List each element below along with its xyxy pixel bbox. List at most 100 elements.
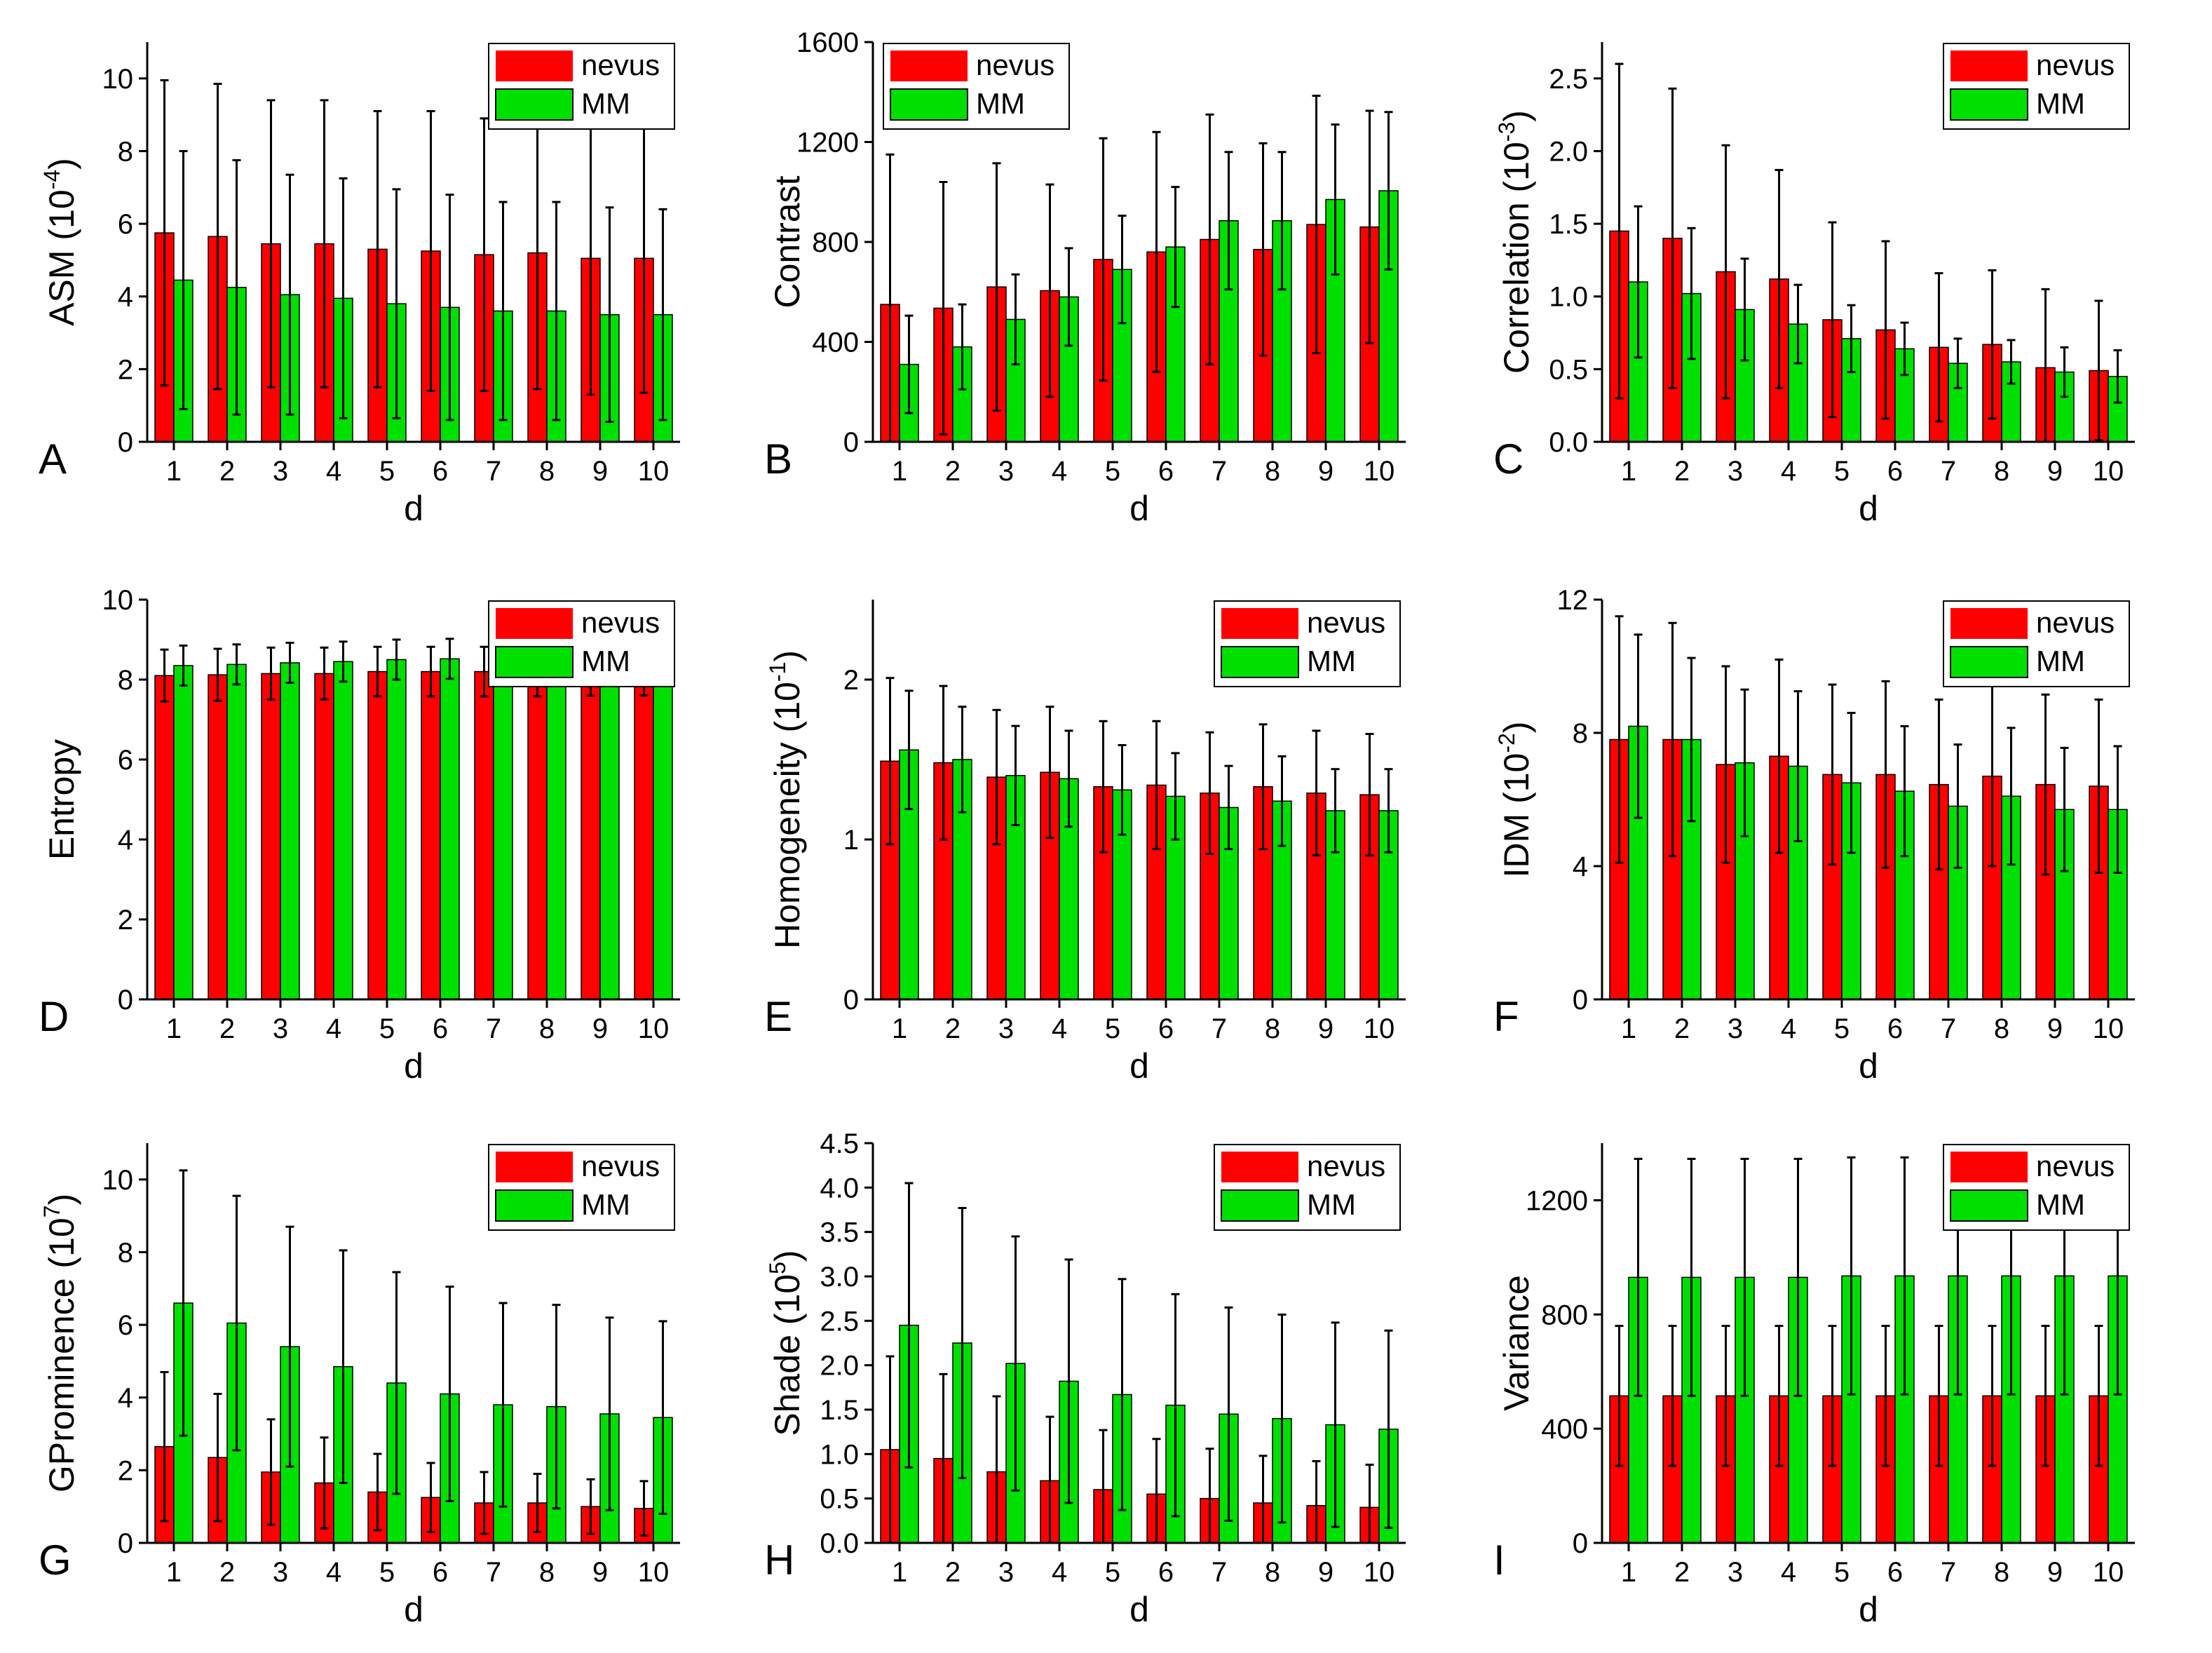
chart-h-mm-errorbar-2 bbox=[958, 1206, 967, 1480]
chart-c-mm-errorbar-5 bbox=[1847, 304, 1856, 374]
chart-h-x-tick-label: 9 bbox=[1318, 1557, 1334, 1588]
chart-e-x-tick-label: 1 bbox=[892, 1013, 907, 1044]
chart-d-nevus-bar-8 bbox=[527, 670, 548, 1000]
chart-d-x-tick-label: 2 bbox=[219, 1013, 235, 1044]
chart-a-legend-label-mm: MM bbox=[581, 87, 630, 120]
chart-b-nevus-errorbar-4 bbox=[1045, 183, 1054, 398]
chart-a-nevus-errorbar-4 bbox=[320, 99, 329, 389]
chart-i-legend-label-mm: MM bbox=[2036, 1188, 2085, 1221]
chart-f-x-tick-label: 9 bbox=[2047, 1013, 2063, 1044]
chart-f-nevus-errorbar-1 bbox=[1615, 615, 1624, 864]
chart-i-nevus-errorbar-1 bbox=[1615, 1325, 1624, 1467]
chart-b-legend-label-nevus: nevus bbox=[976, 48, 1054, 81]
chart-e-mm-errorbar-1 bbox=[904, 689, 914, 811]
chart-g-nevus-errorbar-5 bbox=[373, 1452, 382, 1532]
chart-e-nevus-errorbar-9 bbox=[1312, 729, 1321, 857]
chart-b-y-tick-label: 1200 bbox=[796, 128, 859, 158]
chart-e-nevus-errorbar-10 bbox=[1365, 733, 1374, 857]
chart-h-y-label-exponent: 5 bbox=[765, 1262, 790, 1274]
chart-g-mm-errorbar-4 bbox=[339, 1249, 348, 1484]
chart-h-y-label: Shade (105) bbox=[765, 1250, 807, 1436]
chart-c-y-tick-label: 1.0 bbox=[1549, 282, 1588, 313]
chart-c-nevus-errorbar-4 bbox=[1775, 168, 1784, 389]
chart-f-nevus-errorbar-10 bbox=[2094, 699, 2103, 874]
chart-b-mm-errorbar-7 bbox=[1224, 151, 1233, 291]
chart-c-x-tick-label: 2 bbox=[1674, 456, 1690, 487]
chart-h-mm-errorbar-4 bbox=[1064, 1258, 1073, 1504]
chart-c-nevus-errorbar-2 bbox=[1668, 87, 1677, 389]
chart-a-mm-errorbar-6 bbox=[445, 194, 454, 421]
chart-g-mm-errorbar-2 bbox=[232, 1194, 241, 1452]
chart-d-legend-label-nevus: nevus bbox=[581, 606, 660, 639]
chart-g-y-tick-label: 2 bbox=[118, 1455, 133, 1486]
chart-d-panel-letter: D bbox=[39, 993, 69, 1040]
chart-h-y-tick-label: 4.5 bbox=[820, 1128, 859, 1159]
chart-a-legend-swatch-nevus bbox=[496, 50, 573, 81]
chart-d-nevus-errorbar-5 bbox=[373, 645, 382, 698]
chart-d-nevus-errorbar-2 bbox=[213, 647, 222, 702]
chart-d-y-tick-label: 10 bbox=[102, 585, 134, 616]
chart-c-mm-errorbar-3 bbox=[1740, 257, 1749, 362]
chart-h-x-tick-label: 3 bbox=[998, 1557, 1014, 1588]
chart-g-legend: nevus MM bbox=[488, 1144, 675, 1231]
chart-a-mm-errorbar-1 bbox=[179, 149, 188, 410]
chart-h-x-tick-label: 6 bbox=[1158, 1557, 1174, 1588]
chart-b-x-tick-label: 7 bbox=[1212, 456, 1227, 487]
chart-c-panel-letter: C bbox=[1493, 436, 1524, 483]
chart-b-x-tick-label: 4 bbox=[1052, 456, 1067, 487]
chart-b-mm-errorbar-4 bbox=[1064, 247, 1073, 347]
chart-g-legend-swatch-nevus bbox=[496, 1152, 573, 1182]
chart-b-y-label-text: Contrast bbox=[768, 175, 807, 308]
chart-c-x-tick-label: 9 bbox=[2047, 456, 2063, 487]
chart-i-x-tick-label: 10 bbox=[2093, 1557, 2124, 1588]
chart-b-mm-errorbar-10 bbox=[1384, 111, 1393, 271]
chart-e-mm-errorbar-2 bbox=[958, 706, 967, 814]
chart-i-nevus-errorbar-8 bbox=[1988, 1325, 1997, 1467]
chart-f-y-label: IDM (10-2) bbox=[1494, 722, 1536, 878]
chart-e-legend-swatch-mm bbox=[1221, 646, 1299, 678]
chart-i-x-tick-label: 8 bbox=[1994, 1557, 2009, 1588]
chart-f-x-tick-label: 7 bbox=[1941, 1013, 1956, 1044]
chart-a-y-label-text: ASM (10 bbox=[42, 189, 81, 326]
chart-c-y-label-close: ) bbox=[1497, 110, 1536, 122]
chart-d-mm-errorbar-4 bbox=[339, 640, 348, 683]
chart-c-x-label: d bbox=[1859, 489, 1878, 528]
chart-f-x-tick-label: 2 bbox=[1674, 1013, 1690, 1044]
chart-f-y-label-exponent: -2 bbox=[1494, 733, 1519, 753]
chart-i-mm-errorbar-1 bbox=[1634, 1157, 1643, 1397]
chart-a-x-tick-label: 7 bbox=[486, 456, 501, 487]
chart-b-legend: nevus MM bbox=[883, 43, 1070, 130]
chart-f-mm-errorbar-2 bbox=[1687, 656, 1696, 823]
chart-g-y-tick-label: 8 bbox=[118, 1237, 133, 1268]
chart-d-x-tick-label: 4 bbox=[326, 1013, 341, 1044]
chart-h-y-tick-label: 3.5 bbox=[820, 1217, 859, 1248]
chart-f-mm-errorbar-10 bbox=[2113, 745, 2122, 874]
chart-f-x-tick-label: 4 bbox=[1781, 1013, 1796, 1044]
chart-i-nevus-errorbar-4 bbox=[1775, 1325, 1784, 1467]
chart-g-x-tick-label: 2 bbox=[219, 1557, 235, 1588]
chart-e-y-label-close: ) bbox=[768, 650, 807, 662]
chart-h-legend-swatch-nevus bbox=[1221, 1152, 1298, 1182]
chart-h-y-tick-label: 4.0 bbox=[820, 1173, 859, 1203]
chart-i-y-label-text: Variance bbox=[1497, 1275, 1536, 1411]
chart-a-y-tick-label: 0 bbox=[118, 427, 133, 458]
chart-e-y-tick-label: 1 bbox=[843, 825, 859, 856]
chart-i-x-tick-label: 1 bbox=[1621, 1557, 1636, 1588]
chart-i-x-label: d bbox=[1859, 1590, 1878, 1629]
chart-b-nevus-errorbar-2 bbox=[939, 181, 948, 436]
chart-f-nevus-errorbar-6 bbox=[1881, 680, 1890, 869]
chart-g-x-tick-label: 10 bbox=[638, 1557, 670, 1588]
chart-g-mm-errorbar-1 bbox=[179, 1169, 188, 1437]
chart-c-y-label-text: Correlation (10 bbox=[1497, 142, 1536, 374]
chart-h-y-tick-label: 2.0 bbox=[820, 1351, 859, 1382]
chart-i-nevus-errorbar-6 bbox=[1881, 1325, 1890, 1467]
chart-d-nevus-bar-10 bbox=[634, 670, 654, 1000]
chart-g-nevus-errorbar-6 bbox=[426, 1462, 435, 1533]
chart-e-mm-errorbar-9 bbox=[1331, 768, 1340, 854]
chart-a-legend-label-nevus: nevus bbox=[581, 48, 660, 81]
chart-e-x-tick-label: 4 bbox=[1052, 1013, 1067, 1044]
chart-c-y-tick-label: 2.0 bbox=[1549, 136, 1588, 167]
chart-e-panel-letter: E bbox=[764, 993, 792, 1040]
chart-i-y-label: Variance bbox=[1497, 1275, 1536, 1411]
